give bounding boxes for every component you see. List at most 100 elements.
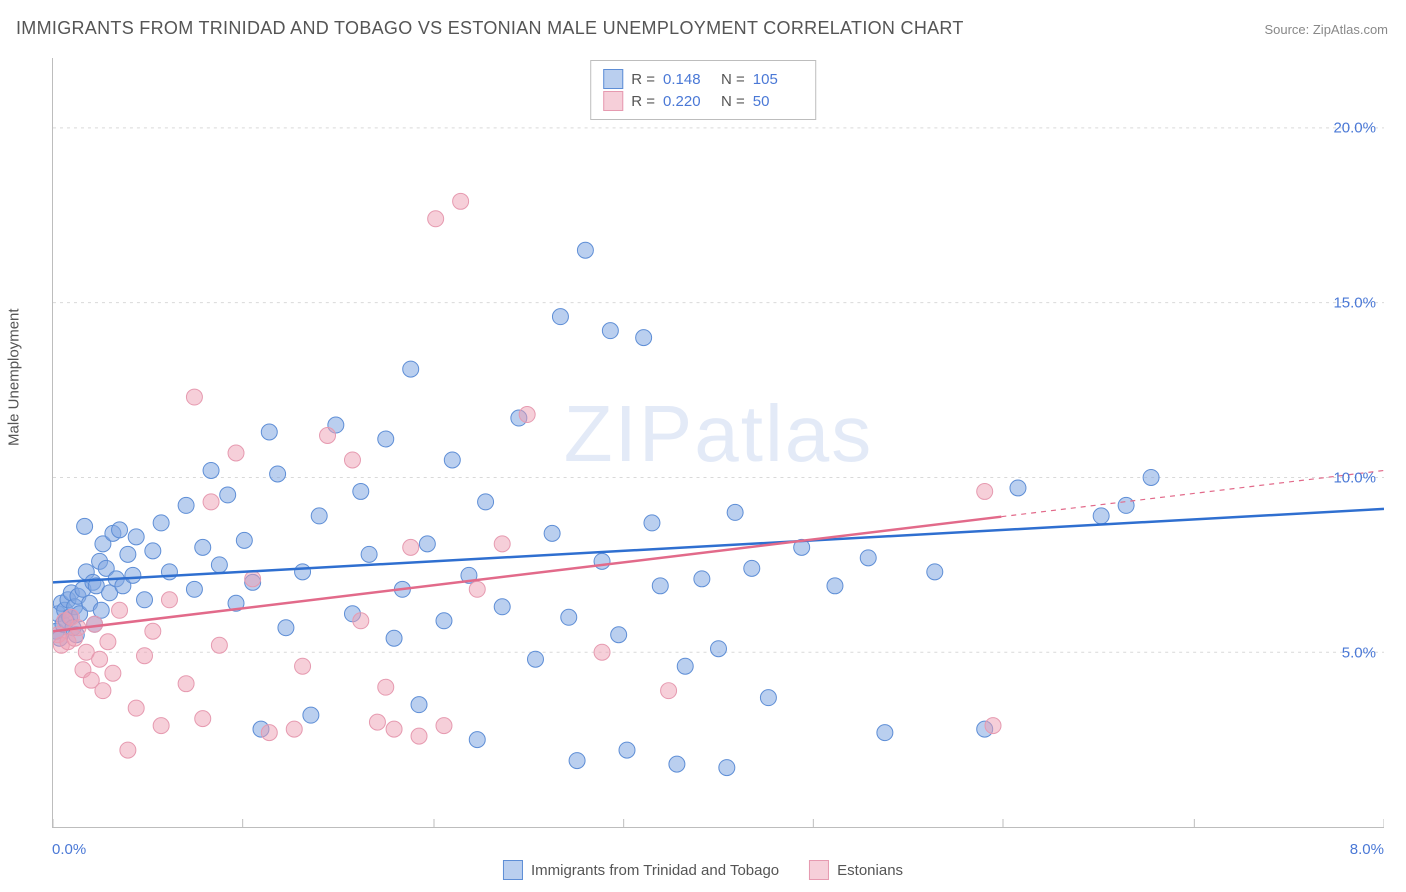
data-point (112, 522, 128, 538)
plot-area: ZIPatlas 5.0%10.0%15.0%20.0% (52, 58, 1384, 828)
data-point (295, 658, 311, 674)
data-point (145, 543, 161, 559)
data-point (195, 539, 211, 555)
data-point (977, 483, 993, 499)
data-point (203, 494, 219, 510)
x-axis-min-label: 0.0% (52, 841, 86, 858)
data-point (153, 718, 169, 734)
legend-item: Estonians (809, 860, 903, 880)
data-point (361, 546, 377, 562)
data-point (261, 424, 277, 440)
y-axis-label: Male Unemployment (6, 308, 23, 446)
data-point (186, 581, 202, 597)
data-point (860, 550, 876, 566)
data-point (295, 564, 311, 580)
data-point (220, 487, 236, 503)
data-point (469, 732, 485, 748)
data-point (178, 497, 194, 513)
data-point (403, 361, 419, 377)
legend-r-value: 0.220 (663, 93, 713, 110)
data-point (128, 529, 144, 545)
legend-r-label: R = (631, 71, 655, 88)
legend-row: R =0.220N =50 (603, 91, 803, 111)
chart-container: IMMIGRANTS FROM TRINIDAD AND TOBAGO VS E… (0, 0, 1406, 892)
data-point (353, 483, 369, 499)
data-point (105, 665, 121, 681)
data-point (386, 721, 402, 737)
regression-line (53, 509, 1384, 582)
data-point (827, 578, 843, 594)
data-point (669, 756, 685, 772)
data-point (519, 407, 535, 423)
data-point (161, 592, 177, 608)
data-point (577, 242, 593, 258)
data-point (661, 683, 677, 699)
x-axis-max-label: 8.0% (1350, 841, 1384, 858)
data-point (344, 452, 360, 468)
data-point (428, 211, 444, 227)
legend-n-label: N = (721, 71, 745, 88)
data-point (320, 428, 336, 444)
data-point (77, 518, 93, 534)
data-point (137, 592, 153, 608)
legend-item: Immigrants from Trinidad and Tobago (503, 860, 779, 880)
data-point (128, 700, 144, 716)
data-point (444, 452, 460, 468)
legend-label: Immigrants from Trinidad and Tobago (531, 862, 779, 879)
data-point (436, 718, 452, 734)
data-point (228, 445, 244, 461)
data-point (261, 725, 277, 741)
data-point (569, 753, 585, 769)
legend-r-label: R = (631, 93, 655, 110)
data-point (286, 721, 302, 737)
data-point (594, 553, 610, 569)
data-point (711, 641, 727, 657)
data-point (353, 613, 369, 629)
legend-n-label: N = (721, 93, 745, 110)
data-point (186, 389, 202, 405)
data-point (211, 557, 227, 573)
data-point (270, 466, 286, 482)
data-point (245, 571, 261, 587)
data-point (552, 309, 568, 325)
data-point (137, 648, 153, 664)
data-point (602, 323, 618, 339)
data-point (494, 599, 510, 615)
data-point (236, 532, 252, 548)
data-point (727, 504, 743, 520)
y-tick-label: 10.0% (1333, 470, 1376, 487)
data-point (436, 613, 452, 629)
data-point (744, 560, 760, 576)
data-point (527, 651, 543, 667)
data-point (303, 707, 319, 723)
data-point (1093, 508, 1109, 524)
data-point (1143, 469, 1159, 485)
legend-row: R =0.148N =105 (603, 69, 803, 89)
data-point (619, 742, 635, 758)
data-point (411, 728, 427, 744)
data-point (611, 627, 627, 643)
data-point (378, 431, 394, 447)
chart-title: IMMIGRANTS FROM TRINIDAD AND TOBAGO VS E… (16, 18, 964, 39)
legend-n-value: 105 (753, 71, 803, 88)
data-point (877, 725, 893, 741)
data-point (719, 760, 735, 776)
data-point (125, 567, 141, 583)
data-point (311, 508, 327, 524)
data-point (92, 651, 108, 667)
data-point (1118, 497, 1134, 513)
data-point (153, 515, 169, 531)
data-point (677, 658, 693, 674)
data-point (760, 690, 776, 706)
data-point (561, 609, 577, 625)
data-point (195, 711, 211, 727)
data-point (378, 679, 394, 695)
data-point (178, 676, 194, 692)
plot-svg (53, 58, 1384, 827)
legend-swatch (503, 860, 523, 880)
data-point (112, 602, 128, 618)
data-point (411, 697, 427, 713)
y-tick-label: 5.0% (1342, 645, 1376, 662)
data-point (386, 630, 402, 646)
data-point (694, 571, 710, 587)
